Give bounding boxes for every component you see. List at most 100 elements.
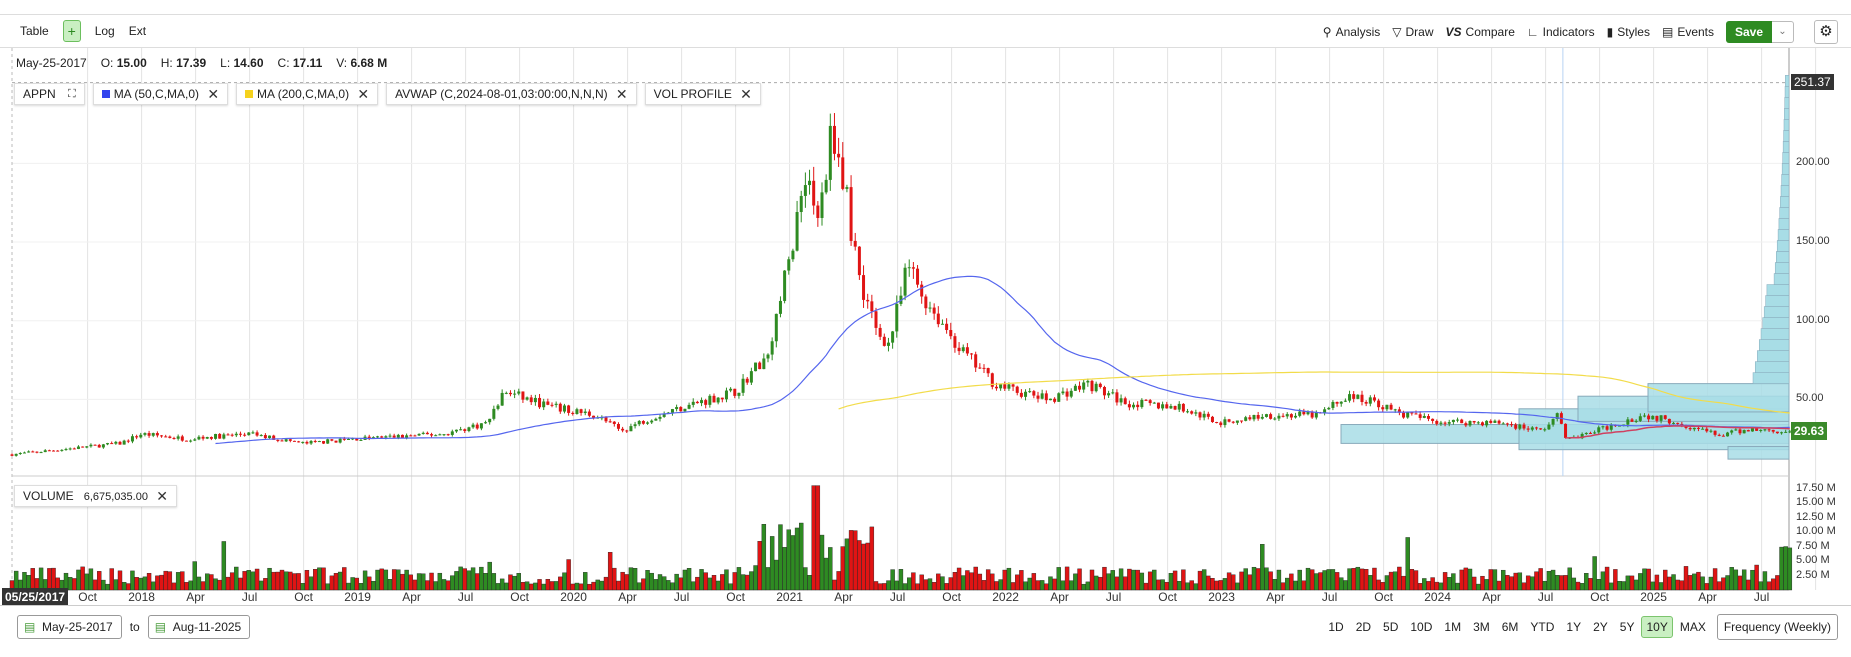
ma200-chip[interactable]: MA (200,C,MA,0) ✕ [236,83,379,105]
candle-up [891,331,895,343]
range-6m[interactable]: 6M [1501,620,1519,634]
candle-up [1476,422,1480,424]
range-ytd[interactable]: YTD [1530,620,1555,634]
indicators-button[interactable]: ∟ Indicators [1527,22,1595,42]
toolbar-left: Table + Log Ext [20,20,146,42]
candle-down [970,353,974,355]
candle-up [1609,425,1613,430]
close-icon[interactable]: ✕ [207,86,220,102]
x-axis-label: Apr [402,590,421,604]
events-button[interactable]: ▤ Events [1662,22,1714,42]
range-2y[interactable]: 2Y [1593,620,1608,634]
from-date-input[interactable]: ▤ May-25-2017 [17,615,122,639]
candle-down [1165,404,1169,409]
candle-down [1044,393,1048,401]
candle-up [1186,411,1190,413]
volume-bar [350,577,355,591]
volume-bar [1633,579,1639,591]
candle-up [1501,423,1505,425]
volume-chip[interactable]: VOLUME 6,675,035.00 ✕ [14,485,177,507]
volume-bar [1376,579,1381,591]
low-value: 14.60 [233,56,264,70]
candle-up [1530,427,1534,430]
volume-bar [362,570,368,591]
range-5y[interactable]: 5Y [1619,620,1635,634]
candle-down [1219,422,1223,426]
candle-down [1198,412,1202,418]
volume-bar [1787,547,1793,591]
volprofile-chip[interactable]: VOL PROFILE ✕ [644,83,761,105]
range-2d[interactable]: 2D [1355,620,1372,634]
candle-up [1343,400,1347,402]
volume-bar [1131,569,1136,591]
volume-bar [720,574,725,591]
volume-bar [1492,569,1498,591]
candle-down [878,327,882,337]
volume-bar [1073,573,1078,591]
volume-bar [1044,583,1049,591]
candle-down [832,125,836,154]
save-dropdown-chevron-icon[interactable]: ⌄ [1772,21,1794,43]
range-10y[interactable]: 10Y [1641,616,1673,638]
candle-up [1140,399,1144,408]
x-axis-label: Jul [1537,590,1554,604]
gear-icon[interactable]: ⚙ [1814,20,1838,44]
candle-up [197,436,201,440]
frequency-dropdown[interactable]: Frequency (Weekly) [1716,614,1838,640]
candle-up [907,267,911,269]
range-3m[interactable]: 3M [1473,620,1490,634]
volume-bar [1268,571,1273,591]
range-10d[interactable]: 10D [1410,620,1433,634]
volume-bar [450,575,455,591]
range-1y[interactable]: 1Y [1566,620,1582,634]
candle-down [1372,397,1376,401]
expand-icon[interactable]: ⛶ [67,88,76,100]
ma50-chip[interactable]: MA (50,C,MA,0) ✕ [92,83,229,105]
range-1m[interactable]: 1M [1444,620,1462,634]
range-1d[interactable]: 1D [1328,620,1344,634]
compare-button[interactable]: VS Compare [1446,22,1515,42]
volume-tick: 17.50 M [1796,481,1836,494]
table-button[interactable]: Table [20,24,49,38]
analysis-button[interactable]: ⚲ Analysis [1323,22,1380,42]
close-icon[interactable]: ✕ [615,86,628,102]
volume-bar [1260,544,1265,591]
candle-up [1327,407,1331,410]
compare-icon: VS [1445,25,1462,39]
candle-down [1755,428,1759,431]
save-button[interactable]: Save [1726,21,1772,43]
range-5d[interactable]: 5D [1383,620,1399,634]
calendar-icon: ▤ [154,620,167,634]
log-button[interactable]: Log [94,24,115,38]
crosshair-icon[interactable]: + [62,20,81,42]
volume-bar [1218,580,1223,591]
to-date-input[interactable]: ▤ Aug-11-2025 [147,615,251,639]
candle-up [1555,413,1559,419]
symbol-chip[interactable]: APPN ⛶ [14,83,85,105]
close-icon[interactable]: ✕ [156,488,168,504]
range-max[interactable]: MAX [1679,620,1706,634]
candle-down [1389,404,1393,410]
styles-button[interactable]: ▮ Styles [1607,22,1650,42]
ext-button[interactable]: Ext [128,24,147,38]
ma200-line [838,371,1790,414]
draw-button[interactable]: ▽ Draw [1392,22,1433,42]
volume-bar [67,577,73,591]
candle-down [1032,391,1036,396]
volume-bar [1758,581,1763,591]
volume-bar [1106,573,1111,591]
volume-bar [1488,569,1493,591]
volume-bar [1235,582,1240,591]
volume-bar [1164,581,1169,591]
avwap-chip[interactable]: AVWAP (C,2024-08-01,03:00:00,N,N,N) ✕ [386,83,637,105]
volume-bar [603,576,609,591]
close-icon[interactable]: ✕ [740,86,752,102]
close-label: C: [277,56,290,70]
volume-bar [1123,576,1128,591]
x-axis-label: Jul [241,590,258,604]
volume-bar [1422,578,1427,591]
close-icon[interactable]: ✕ [357,86,370,102]
candle-up [1348,394,1352,401]
volume-bar [811,485,816,591]
